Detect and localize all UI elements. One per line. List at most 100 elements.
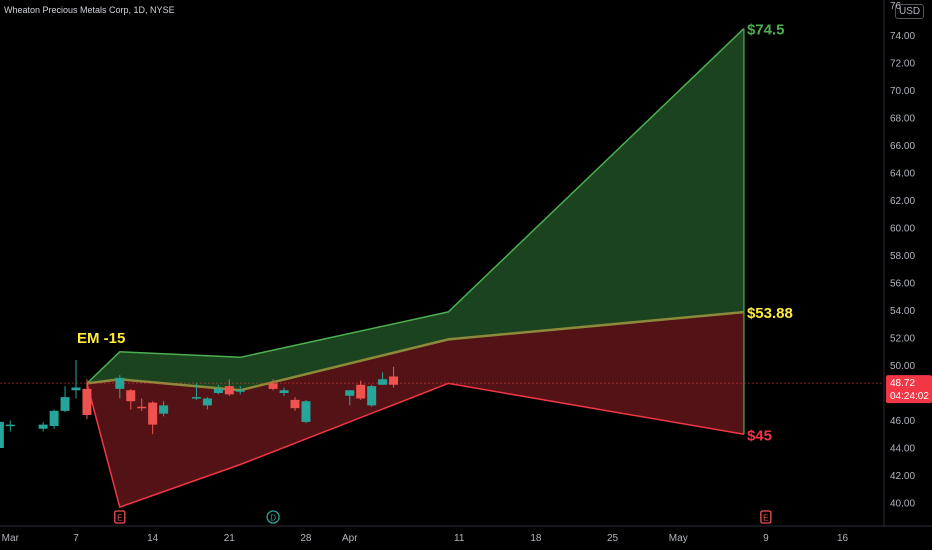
candle: [279, 387, 289, 396]
candle-body: [268, 383, 278, 389]
lower-target-label: $45: [747, 427, 772, 444]
candle-body: [213, 388, 223, 393]
candle-body: [290, 399, 300, 409]
earnings-marker-letter: E: [117, 514, 122, 523]
candle-body: [235, 390, 245, 392]
candle: [71, 360, 81, 399]
y-tick-label: 50.00: [890, 361, 915, 372]
earnings-marker-box: [760, 510, 772, 524]
candle: [38, 421, 48, 432]
earnings-marker: E: [760, 510, 772, 524]
y-tick-label: 66.00: [890, 141, 915, 152]
x-tick-label: 9: [763, 533, 769, 544]
x-tick-label: Mar: [2, 533, 20, 544]
candle: [345, 390, 355, 406]
y-tick-label: 54.00: [890, 306, 915, 317]
candle-body: [367, 386, 377, 406]
x-tick-label: 16: [837, 533, 849, 544]
candle: [290, 397, 300, 411]
x-tick-label: 21: [224, 533, 236, 544]
candle-body: [60, 397, 70, 411]
y-tick-label: 72.00: [890, 59, 915, 70]
x-tick-label: 28: [300, 533, 312, 544]
earnings-marker-box: [114, 510, 126, 524]
y-tick-label: 52.00: [890, 334, 915, 345]
chart-title: Wheaton Precious Metals Corp, 1D, NYSE: [4, 5, 175, 15]
candle-body: [5, 424, 15, 427]
x-tick-label: 18: [530, 533, 542, 544]
upper-range-area: [87, 28, 744, 391]
last-price-tag: 48.72 04:24:02: [886, 375, 932, 404]
x-tick-label: May: [669, 533, 688, 544]
last-price-value: 48.72: [890, 378, 915, 389]
candle: [60, 386, 70, 413]
candle: [5, 420, 15, 432]
middle-target-label: $53.88: [747, 305, 793, 322]
candle: [356, 380, 366, 400]
upper-target-label: $74.5: [747, 22, 785, 39]
x-tick-label: 7: [73, 533, 79, 544]
y-tick-label: 62.00: [890, 196, 915, 207]
x-tick-label: Apr: [342, 533, 358, 544]
y-tick-label: 70.00: [890, 86, 915, 97]
lower-range-area: [87, 312, 744, 508]
x-tick-label: 14: [147, 533, 159, 544]
candle: [137, 398, 147, 411]
dividend-marker: D: [266, 510, 280, 524]
candle: [378, 372, 388, 385]
em-label: EM -15: [77, 330, 125, 347]
y-tick-label: 60.00: [890, 224, 915, 235]
candle-body: [345, 390, 355, 396]
candle-body: [224, 386, 234, 395]
dividend-marker-letter: D: [270, 514, 276, 523]
candle-body: [202, 398, 212, 406]
candle: [126, 388, 136, 410]
candle-body: [389, 376, 399, 385]
candle: [148, 401, 158, 435]
upper-range-line: [86, 28, 745, 384]
candle: [213, 384, 223, 395]
candle-body: [49, 410, 59, 426]
y-tick-label: 74.00: [890, 31, 915, 42]
y-tick-label: 46.00: [890, 416, 915, 427]
candle-body: [378, 379, 388, 385]
y-tick-label: 40.00: [890, 499, 915, 510]
candle: [202, 397, 212, 410]
candle-body: [191, 397, 201, 399]
candle-body: [115, 377, 125, 389]
candle: [367, 384, 377, 407]
candle-body: [82, 388, 92, 415]
candle: [268, 379, 278, 391]
y-tick-label: 42.00: [890, 471, 915, 482]
y-tick-label: 68.00: [890, 114, 915, 125]
x-tick-label: 11: [454, 533, 465, 544]
y-tick-label: 64.00: [890, 169, 915, 180]
candle: [191, 383, 201, 400]
candle-body: [38, 424, 48, 429]
countdown-value: 04:24:02: [890, 391, 929, 402]
candle: [235, 386, 245, 395]
y-tick-label: 76: [890, 1, 902, 12]
candle-body: [356, 384, 366, 399]
candle-body: [126, 390, 136, 402]
y-tick-label: 56.00: [890, 279, 915, 290]
x-tick-label: 25: [607, 533, 619, 544]
candle: [82, 379, 92, 420]
candle-body: [301, 401, 311, 422]
candle: [224, 379, 234, 396]
last-price-tag-bg: [886, 375, 932, 404]
candle-body: [159, 405, 169, 414]
candle-body: [137, 406, 147, 409]
y-tick-label: 44.00: [890, 444, 915, 455]
currency-badge[interactable]: USD: [895, 4, 925, 19]
candle: [159, 401, 169, 417]
candle: [389, 366, 399, 388]
lower-range-line: [86, 382, 745, 509]
candle: [0, 421, 4, 448]
dividend-marker-ring: [266, 510, 280, 524]
candle-body: [0, 421, 4, 448]
candle: [49, 409, 59, 429]
y-tick-label: 58.00: [890, 251, 915, 262]
earnings-marker: E: [114, 510, 126, 524]
